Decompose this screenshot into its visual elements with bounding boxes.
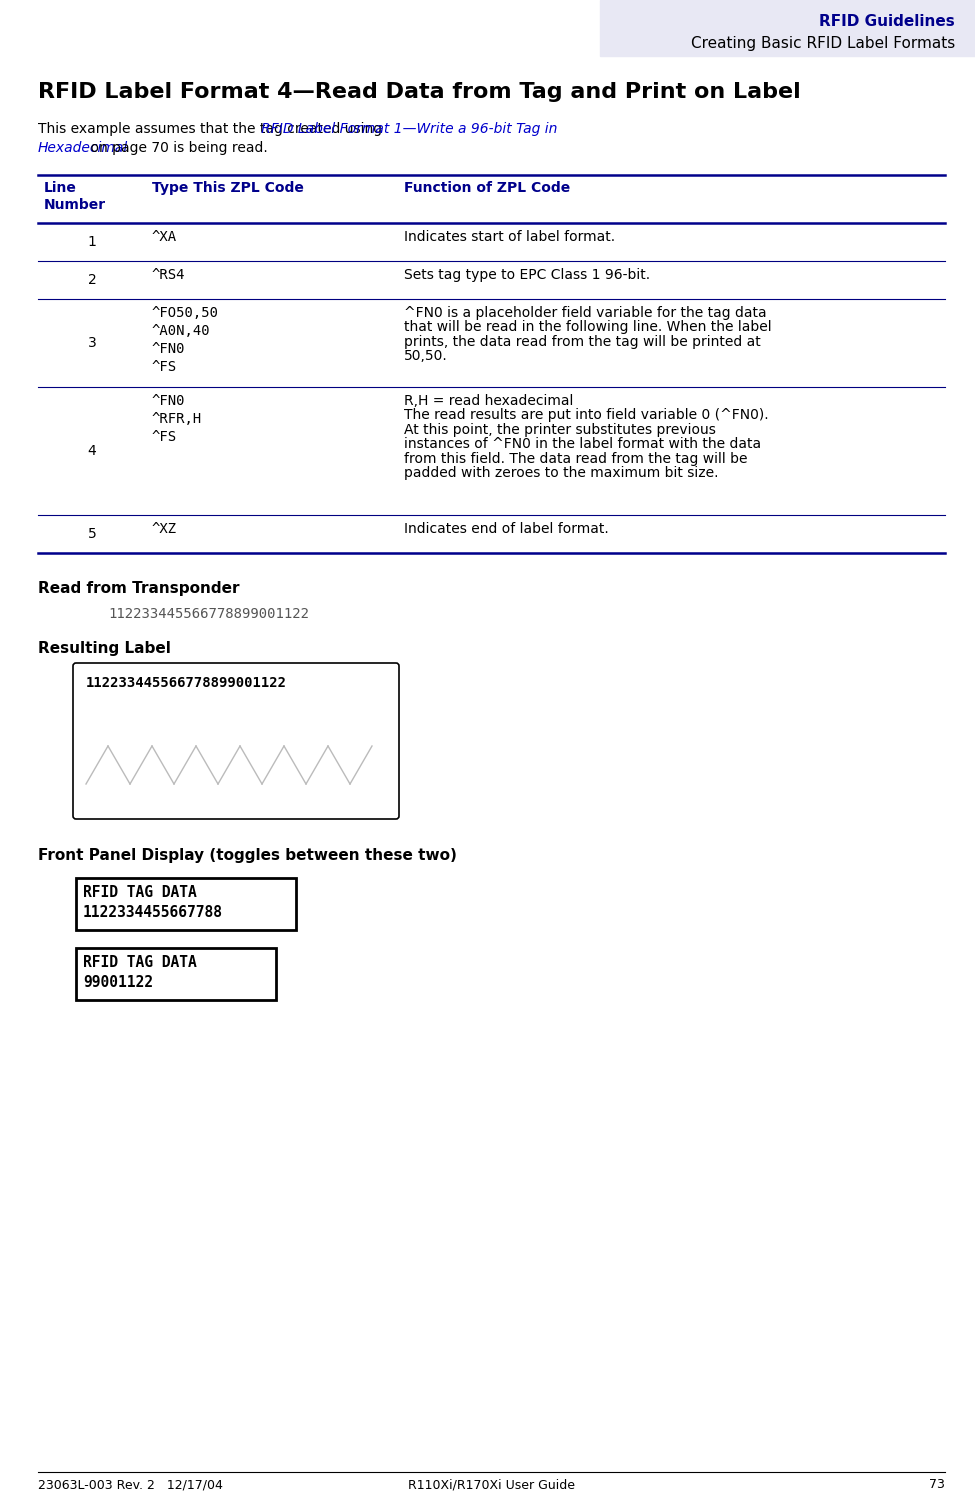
Text: R110Xi/R170Xi User Guide: R110Xi/R170Xi User Guide: [408, 1479, 574, 1491]
Text: RFID Label Format 4—Read Data from Tag and Print on Label: RFID Label Format 4—Read Data from Tag a…: [38, 82, 800, 102]
Text: ^RS4: ^RS4: [152, 268, 185, 282]
Text: Indicates end of label format.: Indicates end of label format.: [404, 521, 608, 536]
Text: 112233445566778899001122: 112233445566778899001122: [108, 607, 309, 622]
Text: ^FN0 is a placeholder field variable for the tag data: ^FN0 is a placeholder field variable for…: [404, 306, 766, 321]
Text: The read results are put into field variable 0 (^FN0).: The read results are put into field vari…: [404, 409, 768, 422]
Text: Front Panel Display (toggles between these two): Front Panel Display (toggles between the…: [38, 848, 457, 863]
Text: Resulting Label: Resulting Label: [38, 641, 171, 656]
Text: prints, the data read from the tag will be printed at: prints, the data read from the tag will …: [404, 336, 760, 349]
Text: Sets tag type to EPC Class 1 96-bit.: Sets tag type to EPC Class 1 96-bit.: [404, 268, 650, 282]
Text: 99001122: 99001122: [83, 975, 153, 990]
Text: This example assumes that the tag created using: This example assumes that the tag create…: [38, 121, 386, 136]
Text: 1: 1: [88, 235, 97, 249]
Text: on page 70 is being read.: on page 70 is being read.: [38, 141, 268, 154]
Text: R,H = read hexadecimal: R,H = read hexadecimal: [404, 394, 573, 407]
Text: from this field. The data read from the tag will be: from this field. The data read from the …: [404, 452, 748, 466]
Text: Line
Number: Line Number: [44, 181, 106, 213]
Text: 3: 3: [88, 336, 97, 351]
Text: RFID Guidelines: RFID Guidelines: [819, 13, 955, 28]
Text: ^XZ: ^XZ: [152, 521, 177, 536]
Text: Type This ZPL Code: Type This ZPL Code: [152, 181, 304, 195]
Text: 5: 5: [88, 527, 97, 541]
Text: Indicates start of label format.: Indicates start of label format.: [404, 231, 615, 244]
Text: 112233445566778899001122: 112233445566778899001122: [86, 676, 287, 691]
Text: RFID Label Format 1—Write a 96-bit Tag in: RFID Label Format 1—Write a 96-bit Tag i…: [38, 121, 558, 136]
Text: RFID TAG DATA: RFID TAG DATA: [83, 885, 197, 900]
Text: padded with zeroes to the maximum bit size.: padded with zeroes to the maximum bit si…: [404, 466, 719, 481]
Text: ^FN0
^RFR,H
^FS: ^FN0 ^RFR,H ^FS: [152, 394, 202, 443]
Text: RFID TAG DATA: RFID TAG DATA: [83, 956, 197, 971]
Text: ^XA: ^XA: [152, 231, 177, 244]
FancyBboxPatch shape: [73, 664, 399, 819]
Text: instances of ^FN0 in the label format with the data: instances of ^FN0 in the label format wi…: [404, 437, 761, 451]
Text: Creating Basic RFID Label Formats: Creating Basic RFID Label Formats: [690, 36, 955, 51]
Text: 73: 73: [929, 1479, 945, 1491]
Text: 4: 4: [88, 443, 97, 458]
Bar: [600, 0, 975, 55]
Text: ^FO50,50
^A0N,40
^FN0
^FS: ^FO50,50 ^A0N,40 ^FN0 ^FS: [152, 306, 219, 373]
Text: 23063L-003 Rev. 2   12/17/04: 23063L-003 Rev. 2 12/17/04: [38, 1479, 223, 1491]
Text: 50,50.: 50,50.: [404, 349, 448, 364]
Bar: [76, 948, 276, 1001]
Bar: [76, 878, 296, 930]
Text: Function of ZPL Code: Function of ZPL Code: [404, 181, 570, 195]
Text: that will be read in the following line. When the label: that will be read in the following line.…: [404, 321, 771, 334]
Text: At this point, the printer substitutes previous: At this point, the printer substitutes p…: [404, 422, 716, 437]
Text: 1122334455667788: 1122334455667788: [83, 905, 223, 920]
Text: Read from Transponder: Read from Transponder: [38, 581, 240, 596]
Text: Hexadecimal: Hexadecimal: [38, 141, 129, 154]
Text: 2: 2: [88, 273, 97, 288]
